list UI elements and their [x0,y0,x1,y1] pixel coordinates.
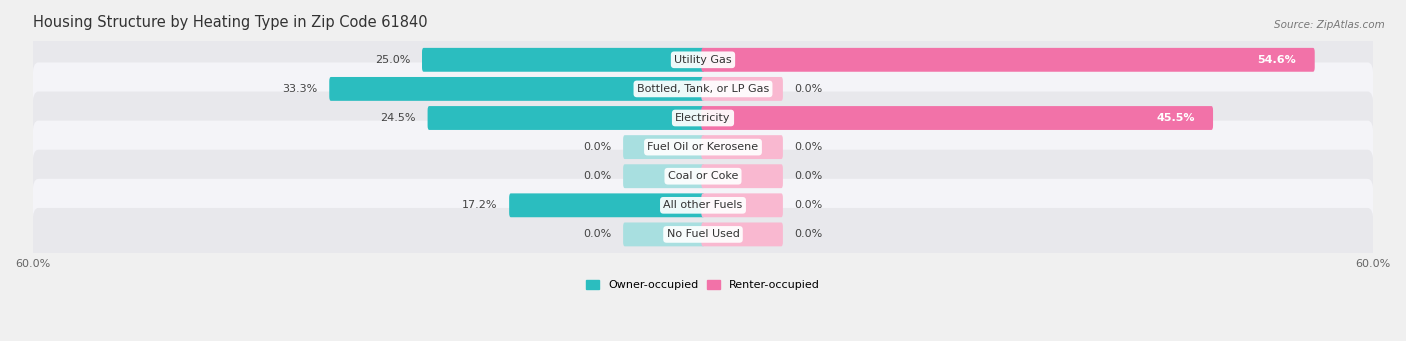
FancyBboxPatch shape [702,135,783,159]
Text: 0.0%: 0.0% [583,142,612,152]
Text: 54.6%: 54.6% [1257,55,1296,65]
Text: 24.5%: 24.5% [381,113,416,123]
FancyBboxPatch shape [702,222,783,246]
Text: Electricity: Electricity [675,113,731,123]
Text: Source: ZipAtlas.com: Source: ZipAtlas.com [1274,20,1385,30]
FancyBboxPatch shape [32,208,1374,261]
Text: 0.0%: 0.0% [794,142,823,152]
Text: 0.0%: 0.0% [794,229,823,239]
FancyBboxPatch shape [32,91,1374,145]
Text: 25.0%: 25.0% [375,55,411,65]
Text: Housing Structure by Heating Type in Zip Code 61840: Housing Structure by Heating Type in Zip… [32,15,427,30]
Legend: Owner-occupied, Renter-occupied: Owner-occupied, Renter-occupied [581,275,825,295]
Text: 0.0%: 0.0% [583,171,612,181]
Text: 0.0%: 0.0% [583,229,612,239]
FancyBboxPatch shape [702,164,783,188]
FancyBboxPatch shape [702,193,783,217]
Text: 0.0%: 0.0% [794,84,823,94]
FancyBboxPatch shape [329,77,704,101]
Text: 0.0%: 0.0% [794,200,823,210]
Text: 33.3%: 33.3% [283,84,318,94]
FancyBboxPatch shape [32,121,1374,174]
FancyBboxPatch shape [702,106,1213,130]
FancyBboxPatch shape [702,77,783,101]
Text: No Fuel Used: No Fuel Used [666,229,740,239]
Text: 17.2%: 17.2% [463,200,498,210]
FancyBboxPatch shape [623,164,704,188]
FancyBboxPatch shape [702,48,1315,72]
Text: Fuel Oil or Kerosene: Fuel Oil or Kerosene [647,142,759,152]
FancyBboxPatch shape [623,222,704,246]
FancyBboxPatch shape [509,193,704,217]
FancyBboxPatch shape [32,179,1374,232]
Text: Utility Gas: Utility Gas [675,55,731,65]
Text: Coal or Coke: Coal or Coke [668,171,738,181]
FancyBboxPatch shape [32,62,1374,115]
FancyBboxPatch shape [427,106,704,130]
Text: All other Fuels: All other Fuels [664,200,742,210]
FancyBboxPatch shape [32,33,1374,86]
Text: 0.0%: 0.0% [794,171,823,181]
Text: Bottled, Tank, or LP Gas: Bottled, Tank, or LP Gas [637,84,769,94]
FancyBboxPatch shape [623,135,704,159]
Text: 45.5%: 45.5% [1156,113,1195,123]
FancyBboxPatch shape [32,150,1374,203]
FancyBboxPatch shape [422,48,704,72]
